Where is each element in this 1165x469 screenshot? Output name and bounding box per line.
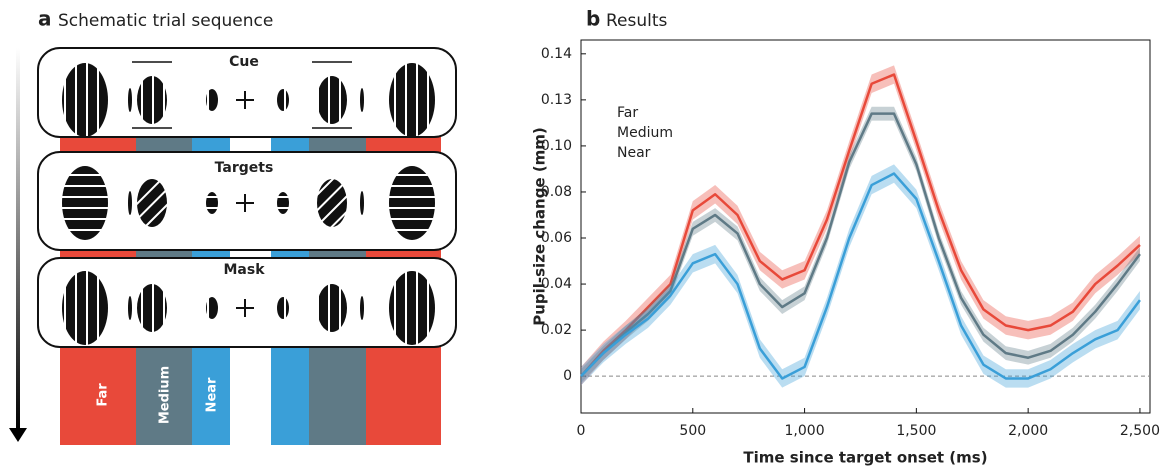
grating-edge [128, 296, 132, 320]
fixation [236, 91, 254, 109]
fixation [236, 299, 254, 317]
panel-label: b [586, 7, 600, 31]
grating [206, 297, 218, 319]
grating [62, 166, 108, 240]
series-line [580, 172, 1141, 380]
series-line [580, 73, 1141, 377]
grating [137, 76, 167, 124]
y-tick-label: 0.04 [541, 276, 572, 292]
grating-edge [360, 296, 364, 320]
strip-label: Medium [158, 366, 173, 424]
grating [62, 271, 108, 345]
trial-box: Targets [37, 151, 457, 251]
grating [137, 179, 167, 227]
arrow-head [9, 428, 27, 442]
grating-edge [128, 191, 132, 215]
box-frame [37, 151, 457, 251]
box-label: Mask [223, 262, 265, 278]
grating [277, 192, 289, 214]
grating [389, 63, 435, 137]
box-label: Targets [215, 160, 274, 176]
x-tick-label: 2,000 [1008, 423, 1048, 439]
strip-label: Near [205, 377, 220, 412]
legend-entry: Near [617, 145, 651, 161]
trial-box: Cue [37, 47, 457, 138]
plot-frame [580, 39, 1151, 414]
x-tick-label: 0 [577, 423, 586, 439]
x-tick-label: 1,500 [896, 423, 936, 439]
error-band [581, 106, 1140, 384]
grating [206, 192, 218, 214]
grating [62, 63, 108, 137]
x-axis-title: Time since target onset (ms) [743, 449, 987, 467]
error-band [581, 164, 1140, 388]
time-arrow [16, 48, 20, 430]
y-tick-label: 0.10 [541, 138, 572, 154]
y-tick-label: 0 [563, 368, 572, 384]
grating [389, 271, 435, 345]
y-tick-label: 0.08 [541, 184, 572, 200]
y-tick-label: 0.06 [541, 230, 572, 246]
series-line [580, 112, 1141, 378]
box-label: Cue [229, 54, 259, 70]
grating [317, 76, 347, 124]
panel-title: Schematic trial sequence [58, 11, 273, 31]
grating-edge [360, 88, 364, 112]
grating [317, 284, 347, 332]
strip-label: Far [96, 383, 111, 407]
legend-entry: Far [617, 105, 638, 121]
panel-label: a [38, 7, 52, 31]
y-tick-label: 0.02 [541, 322, 572, 338]
grating [137, 284, 167, 332]
x-tick-label: 1,000 [785, 423, 825, 439]
y-tick-label: 0.13 [541, 92, 572, 108]
grating-edge [128, 88, 132, 112]
chart-title: Results [606, 11, 668, 31]
grating-edge [360, 191, 364, 215]
grating [277, 89, 289, 111]
y-tick-label: 0.14 [541, 46, 572, 62]
grating [277, 297, 289, 319]
legend-entry: Medium [617, 125, 673, 141]
fixation [236, 194, 254, 212]
grating [317, 179, 347, 227]
trial-box: Mask [37, 257, 457, 348]
grating [389, 166, 435, 240]
x-tick-label: 2,500 [1120, 423, 1160, 439]
x-tick-label: 500 [679, 423, 706, 439]
grating [206, 89, 218, 111]
y-axis-title: Pupil-size change (mm) [531, 127, 549, 326]
